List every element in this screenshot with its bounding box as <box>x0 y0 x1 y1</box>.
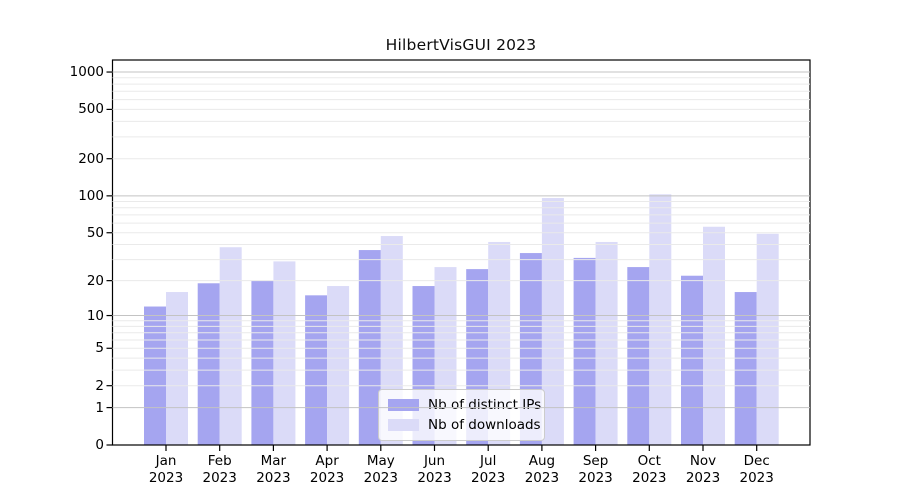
legend-item-distinct-ips: Nb of distinct IPs <box>388 397 541 413</box>
bar-nb-of-downloads-nov <box>703 226 725 445</box>
bar-nb-of-distinct-ips-mar <box>251 280 274 445</box>
legend-swatch-downloads <box>388 419 419 431</box>
chart-legend: Nb of distinct IPs Nb of downloads <box>378 389 545 441</box>
legend-label-distinct-ips: Nb of distinct IPs <box>428 397 542 413</box>
legend-label-downloads: Nb of downloads <box>428 417 541 433</box>
bar-nb-of-downloads-aug <box>541 198 564 445</box>
bar-nb-of-downloads-oct <box>649 194 672 445</box>
legend-swatch-distinct-ips <box>388 399 419 411</box>
bar-nb-of-distinct-ips-apr <box>305 295 328 445</box>
bar-nb-of-distinct-ips-feb <box>197 283 220 445</box>
bar-nb-of-downloads-feb <box>219 247 242 445</box>
legend-item-downloads: Nb of downloads <box>388 417 541 433</box>
bar-nb-of-downloads-jan <box>166 292 188 445</box>
bar-nb-of-downloads-apr <box>327 286 350 445</box>
bar-nb-of-downloads-sep <box>595 241 618 445</box>
bar-nb-of-downloads-dec <box>756 233 779 445</box>
bar-nb-of-distinct-ips-jan <box>144 306 166 445</box>
chart-title: HilbertVisGUI 2023 <box>385 36 537 54</box>
bar-nb-of-distinct-ips-may <box>358 250 381 445</box>
plot-frame <box>111 59 811 446</box>
bar-nb-of-distinct-ips-oct <box>627 267 650 445</box>
bar-nb-of-distinct-ips-nov <box>681 275 703 445</box>
bar-nb-of-downloads-mar <box>273 261 296 445</box>
bar-nb-of-distinct-ips-dec <box>734 292 757 445</box>
bar-nb-of-distinct-ips-sep <box>573 257 596 445</box>
